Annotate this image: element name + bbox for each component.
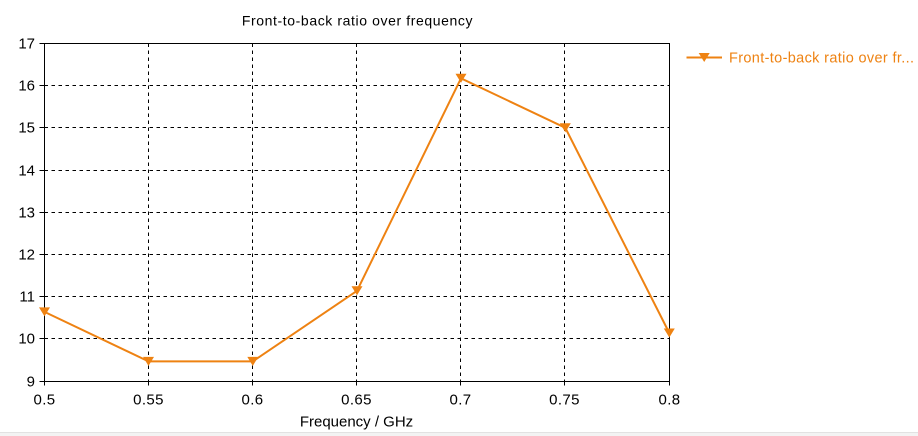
svg-text:12: 12 — [18, 247, 35, 264]
svg-text:17: 17 — [18, 36, 35, 53]
svg-text:11: 11 — [19, 289, 35, 306]
svg-text:9: 9 — [27, 374, 35, 391]
svg-text:10: 10 — [18, 331, 35, 348]
svg-text:14: 14 — [18, 163, 35, 180]
svg-text:0.55: 0.55 — [133, 392, 164, 409]
svg-text:Frequency / GHz: Frequency / GHz — [300, 414, 413, 431]
svg-text:0.7: 0.7 — [449, 392, 471, 409]
svg-text:16: 16 — [18, 78, 35, 95]
svg-text:15: 15 — [18, 120, 35, 137]
svg-text:0.75: 0.75 — [549, 392, 580, 409]
svg-text:Front-to-back ratio over frequ: Front-to-back ratio over frequency — [242, 13, 473, 29]
svg-text:0.6: 0.6 — [241, 392, 263, 409]
svg-text:0.8: 0.8 — [658, 392, 680, 409]
svg-text:Front-to-back ratio over fr...: Front-to-back ratio over fr... — [729, 51, 914, 67]
svg-text:0.65: 0.65 — [341, 392, 372, 409]
svg-text:0.5: 0.5 — [33, 392, 55, 409]
svg-text:13: 13 — [18, 205, 35, 222]
